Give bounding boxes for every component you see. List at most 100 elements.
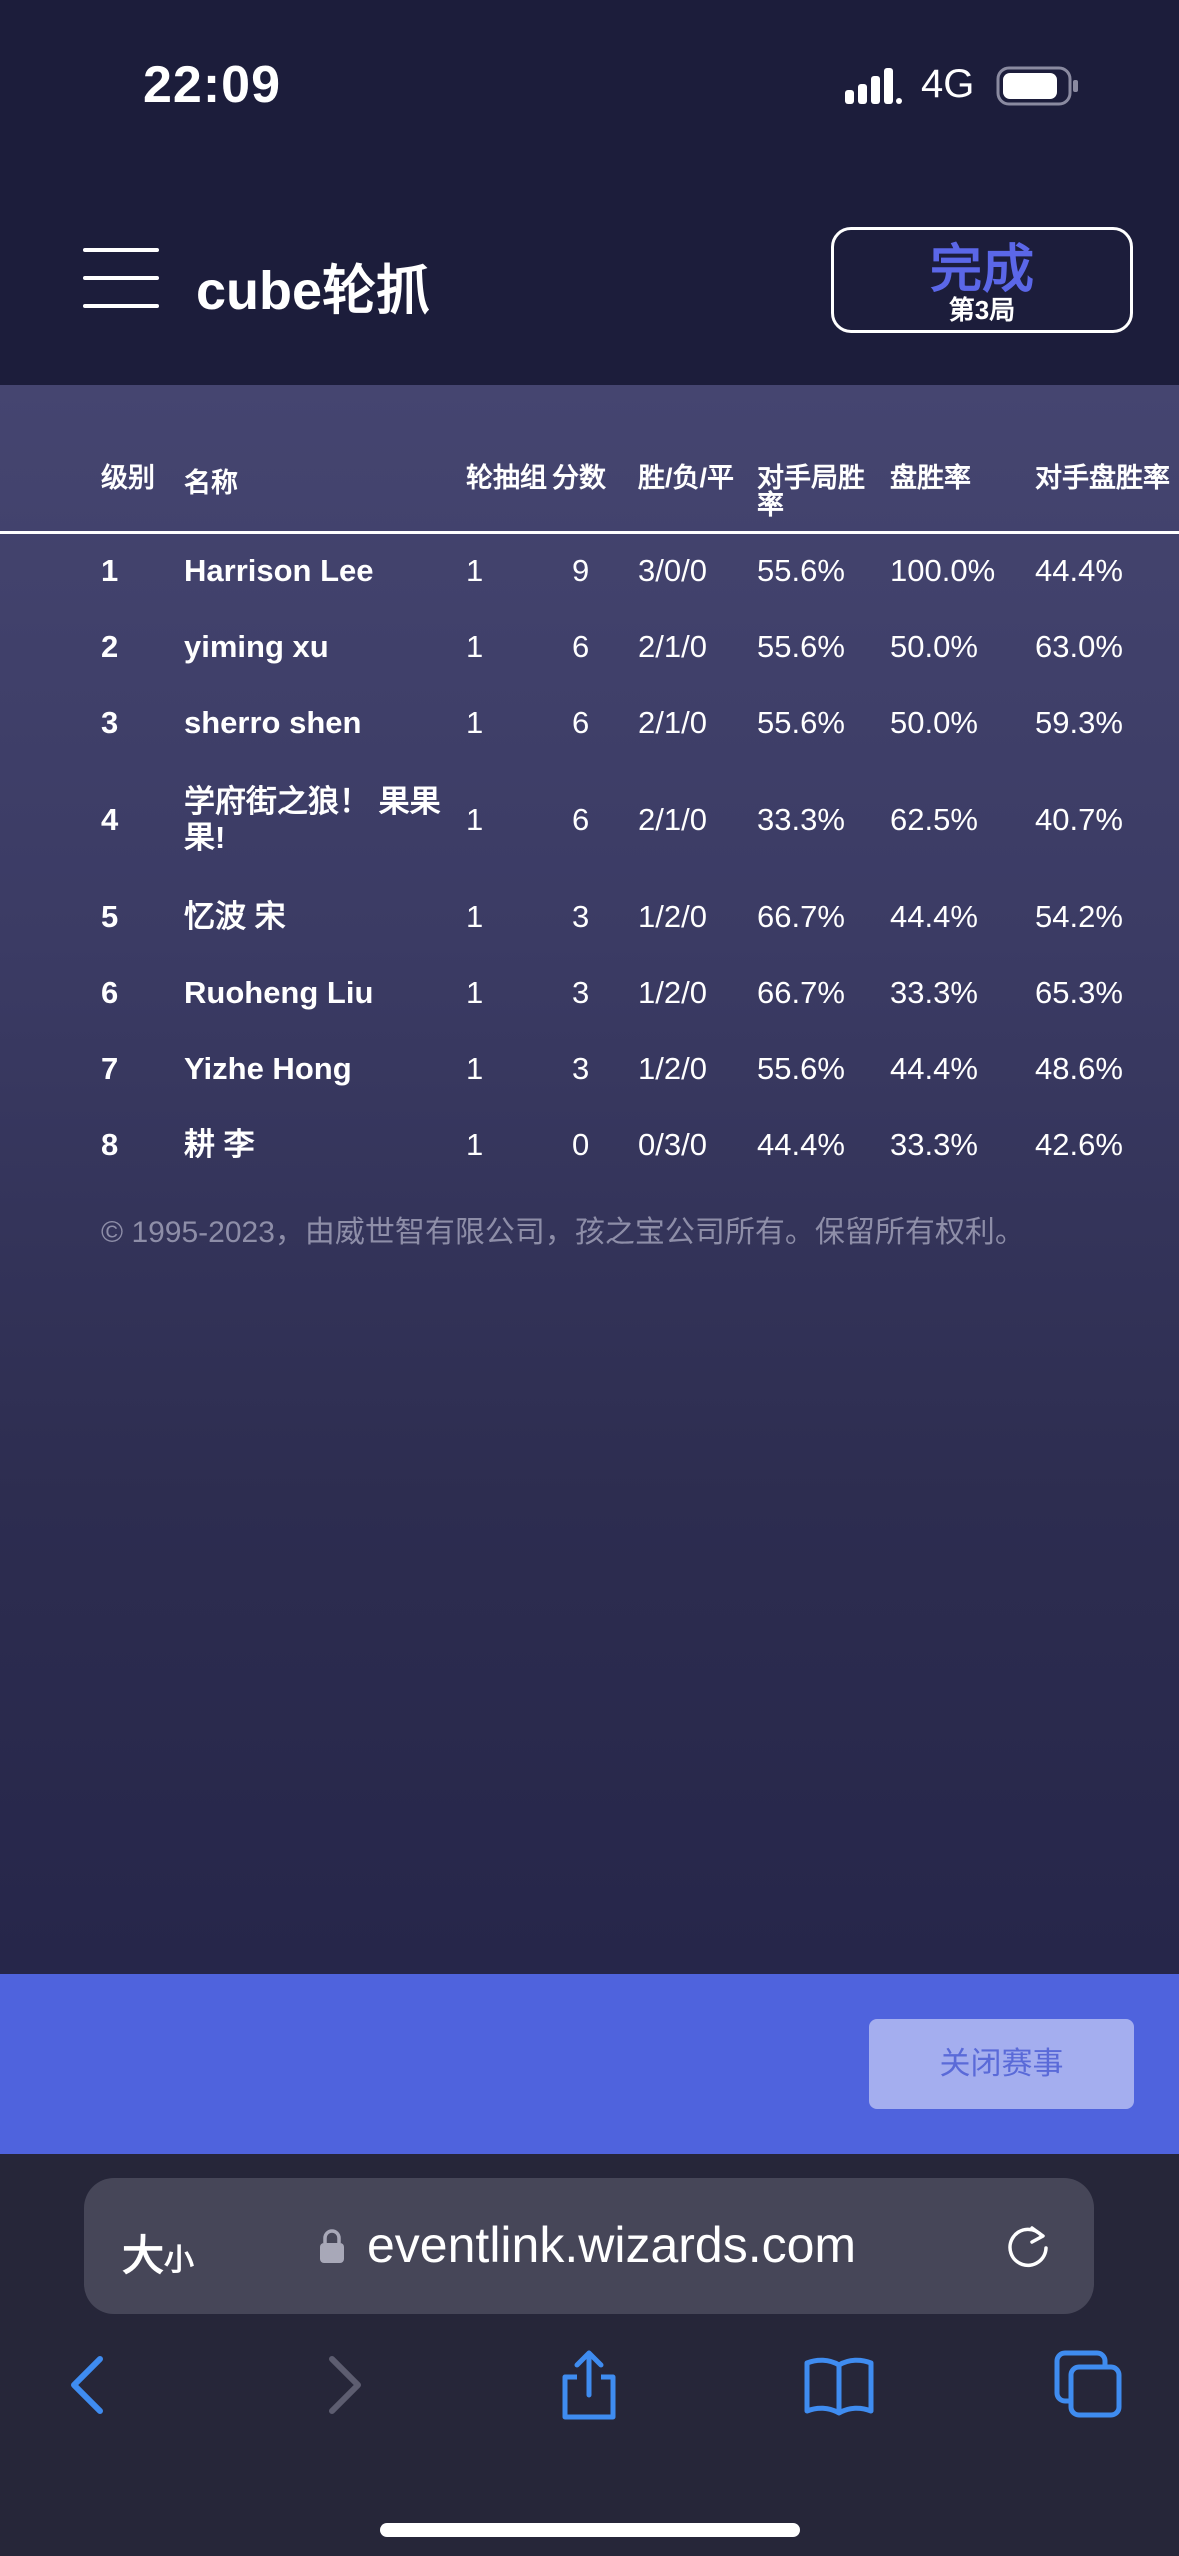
cell-opp-game-win: 42.6%: [1035, 1126, 1123, 1162]
cell-game-win: 33.3%: [890, 1126, 978, 1162]
cell-player-name: 学府街之狼！ 果果果!: [184, 783, 441, 855]
back-icon[interactable]: [54, 2349, 126, 2421]
cell-record: 2/1/0: [638, 801, 707, 837]
cell-opp-match-win: 55.6%: [757, 553, 845, 589]
cell-game-win: 62.5%: [890, 801, 978, 837]
battery-icon: [996, 66, 1078, 106]
standings-table: 级别 名称 轮抽组 分数 胜/负/平 对手局胜率 盘胜率 对手盘胜率 1 Har…: [0, 385, 1179, 1183]
copyright-notice: © 1995-2023，由威世智有限公司，孩之宝公司所有。保留所有权利。: [101, 1216, 1025, 1249]
home-indicator[interactable]: [380, 2523, 800, 2537]
cell-record: 2/1/0: [638, 704, 707, 740]
url-text: eventlink.wizards.com: [367, 2217, 857, 2273]
app-header: cube轮抓 完成 第3局: [0, 170, 1179, 385]
table-header-row: 级别 名称 轮抽组 分数 胜/负/平 对手局胜率 盘胜率 对手盘胜率: [0, 385, 1179, 534]
cell-game-win: 44.4%: [890, 898, 978, 934]
cell-rank: 5: [101, 898, 119, 934]
cell-player-name: yiming xu: [184, 628, 329, 664]
cell-record: 1/2/0: [638, 974, 707, 1010]
cell-rank: 2: [101, 628, 119, 664]
cell-points: 9: [572, 553, 590, 589]
table-row: 2 yiming xu 1 6 2/1/0 55.6% 50.0% 63.0%: [0, 609, 1179, 685]
cell-rank: 7: [101, 1050, 119, 1086]
cell-record: 1/2/0: [638, 1050, 707, 1086]
browser-toolbar: 大小 eventlink.wizards.com: [0, 2154, 1179, 2556]
column-header-opp-match-win: 对手局胜率: [757, 385, 890, 534]
lock-icon: [320, 2229, 344, 2263]
cell-points: 3: [572, 898, 590, 934]
cell-opp-match-win: 55.6%: [757, 1050, 845, 1086]
address-bar[interactable]: 大小 eventlink.wizards.com: [84, 2178, 1094, 2314]
cell-opp-game-win: 63.0%: [1035, 628, 1123, 664]
cell-opp-match-win: 55.6%: [757, 628, 845, 664]
cell-opp-game-win: 40.7%: [1035, 801, 1123, 837]
cell-game-win: 50.0%: [890, 704, 978, 740]
tabs-icon[interactable]: [1053, 2349, 1125, 2421]
table-row: 4 学府街之狼！ 果果果! 1 6 2/1/0 33.3% 62.5% 40.7…: [0, 761, 1179, 879]
column-header-game-win: 盘胜率: [890, 385, 1035, 534]
status-time: 22:09: [143, 56, 281, 114]
cell-record: 1/2/0: [638, 898, 707, 934]
cell-draft-pod: 1: [466, 801, 484, 837]
cell-draft-pod: 1: [466, 974, 484, 1010]
column-header-points: 分数: [552, 385, 638, 534]
cell-rank: 8: [101, 1126, 119, 1162]
cell-opp-game-win: 44.4%: [1035, 553, 1123, 589]
cell-opp-match-win: 66.7%: [757, 898, 845, 934]
cell-draft-pod: 1: [466, 628, 484, 664]
cell-opp-game-win: 59.3%: [1035, 704, 1123, 740]
reload-icon[interactable]: [1002, 2220, 1054, 2272]
forward-icon[interactable]: [306, 2349, 378, 2421]
share-icon[interactable]: [553, 2349, 625, 2421]
cell-draft-pod: 1: [466, 1050, 484, 1086]
cell-game-win: 50.0%: [890, 628, 978, 664]
cell-draft-pod: 1: [466, 704, 484, 740]
menu-icon[interactable]: [83, 248, 159, 308]
cell-rank: 1: [101, 553, 119, 589]
round-status-label: 完成: [929, 240, 1034, 299]
cell-rank: 4: [101, 801, 119, 837]
cell-player-name: sherro shen: [184, 704, 362, 740]
cell-game-win: 44.4%: [890, 1050, 978, 1086]
cell-opp-match-win: 33.3%: [757, 801, 845, 837]
cell-game-win: 100.0%: [890, 553, 996, 589]
round-status-button[interactable]: 完成 第3局: [831, 227, 1133, 333]
cell-opp-game-win: 48.6%: [1035, 1050, 1123, 1086]
cell-player-name: Yizhe Hong: [184, 1050, 352, 1086]
cell-record: 2/1/0: [638, 628, 707, 664]
status-bar: 22:09 4G: [0, 0, 1179, 170]
table-row: 8 耕 李 1 0 0/3/0 44.4% 33.3% 42.6%: [0, 1107, 1179, 1183]
column-header-draft-pod: 轮抽组: [466, 385, 552, 534]
column-header-record: 胜/负/平: [638, 385, 757, 534]
text-size-big-label: 大: [122, 2232, 165, 2279]
table-row: 6 Ruoheng Liu 1 3 1/2/0 66.7% 33.3% 65.3…: [0, 955, 1179, 1031]
signal-icon: [845, 68, 902, 104]
cell-opp-match-win: 55.6%: [757, 704, 845, 740]
round-number-label: 第3局: [948, 294, 1016, 325]
cell-game-win: 33.3%: [890, 974, 978, 1010]
column-header-opp-game-win: 对手盘胜率: [1035, 385, 1179, 534]
cell-draft-pod: 1: [466, 553, 484, 589]
cell-opp-match-win: 66.7%: [757, 974, 845, 1010]
column-header-name: 名称: [184, 385, 466, 534]
cell-player-name: 忆波 宋: [184, 898, 286, 934]
cell-points: 0: [572, 1126, 590, 1162]
cell-points: 3: [572, 974, 590, 1010]
cell-player-name: 耕 李: [184, 1126, 255, 1162]
table-row: 1 Harrison Lee 1 9 3/0/0 55.6% 100.0% 44…: [0, 533, 1179, 609]
cell-opp-game-win: 54.2%: [1035, 898, 1123, 934]
cell-player-name: Ruoheng Liu: [184, 974, 374, 1010]
column-header-rank: 级别: [0, 385, 184, 534]
cell-player-name: Harrison Lee: [184, 553, 374, 589]
cell-rank: 3: [101, 704, 119, 740]
table-row: 5 忆波 宋 1 3 1/2/0 66.7% 44.4% 54.2%: [0, 879, 1179, 955]
text-size-button[interactable]: 大小: [122, 2222, 194, 2283]
cell-draft-pod: 1: [466, 898, 484, 934]
bookmarks-icon[interactable]: [803, 2349, 875, 2421]
cell-opp-match-win: 44.4%: [757, 1126, 845, 1162]
text-size-small-label: 小: [164, 2244, 195, 2277]
standings-section: 级别 名称 轮抽组 分数 胜/负/平 对手局胜率 盘胜率 对手盘胜率 1 Har…: [0, 385, 1179, 1975]
cell-points: 6: [572, 704, 590, 740]
table-row: 7 Yizhe Hong 1 3 1/2/0 55.6% 44.4% 48.6%: [0, 1031, 1179, 1107]
close-event-button[interactable]: 关闭赛事: [869, 2019, 1134, 2109]
event-title: cube轮抓: [196, 261, 431, 321]
